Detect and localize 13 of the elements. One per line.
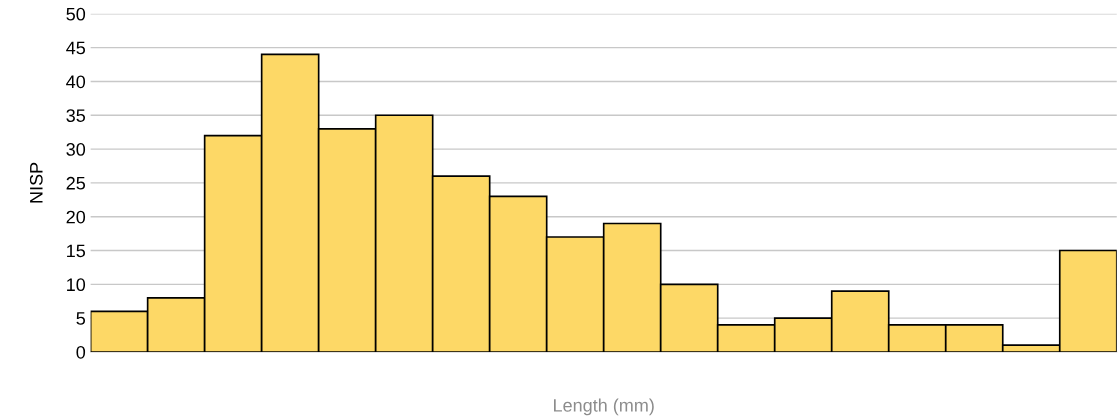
y-tick-label: 25 <box>66 176 86 190</box>
y-axis-title: NISP <box>29 162 43 203</box>
y-tick-label: 45 <box>66 41 86 55</box>
y-tick-label: 5 <box>76 312 86 325</box>
y-tick-label: 20 <box>66 210 86 224</box>
y-tick-label: 0 <box>76 345 86 359</box>
y-tick-label: 15 <box>67 244 86 258</box>
y-tick-label: 50 <box>66 7 86 21</box>
y-tick-label: 35 <box>66 109 86 122</box>
x-axis-title: Length (mm) <box>554 398 654 416</box>
y-tick-label: 30 <box>66 143 86 156</box>
y-tick-label: 10 <box>67 278 86 292</box>
y-tick-label: 40 <box>66 75 86 89</box>
